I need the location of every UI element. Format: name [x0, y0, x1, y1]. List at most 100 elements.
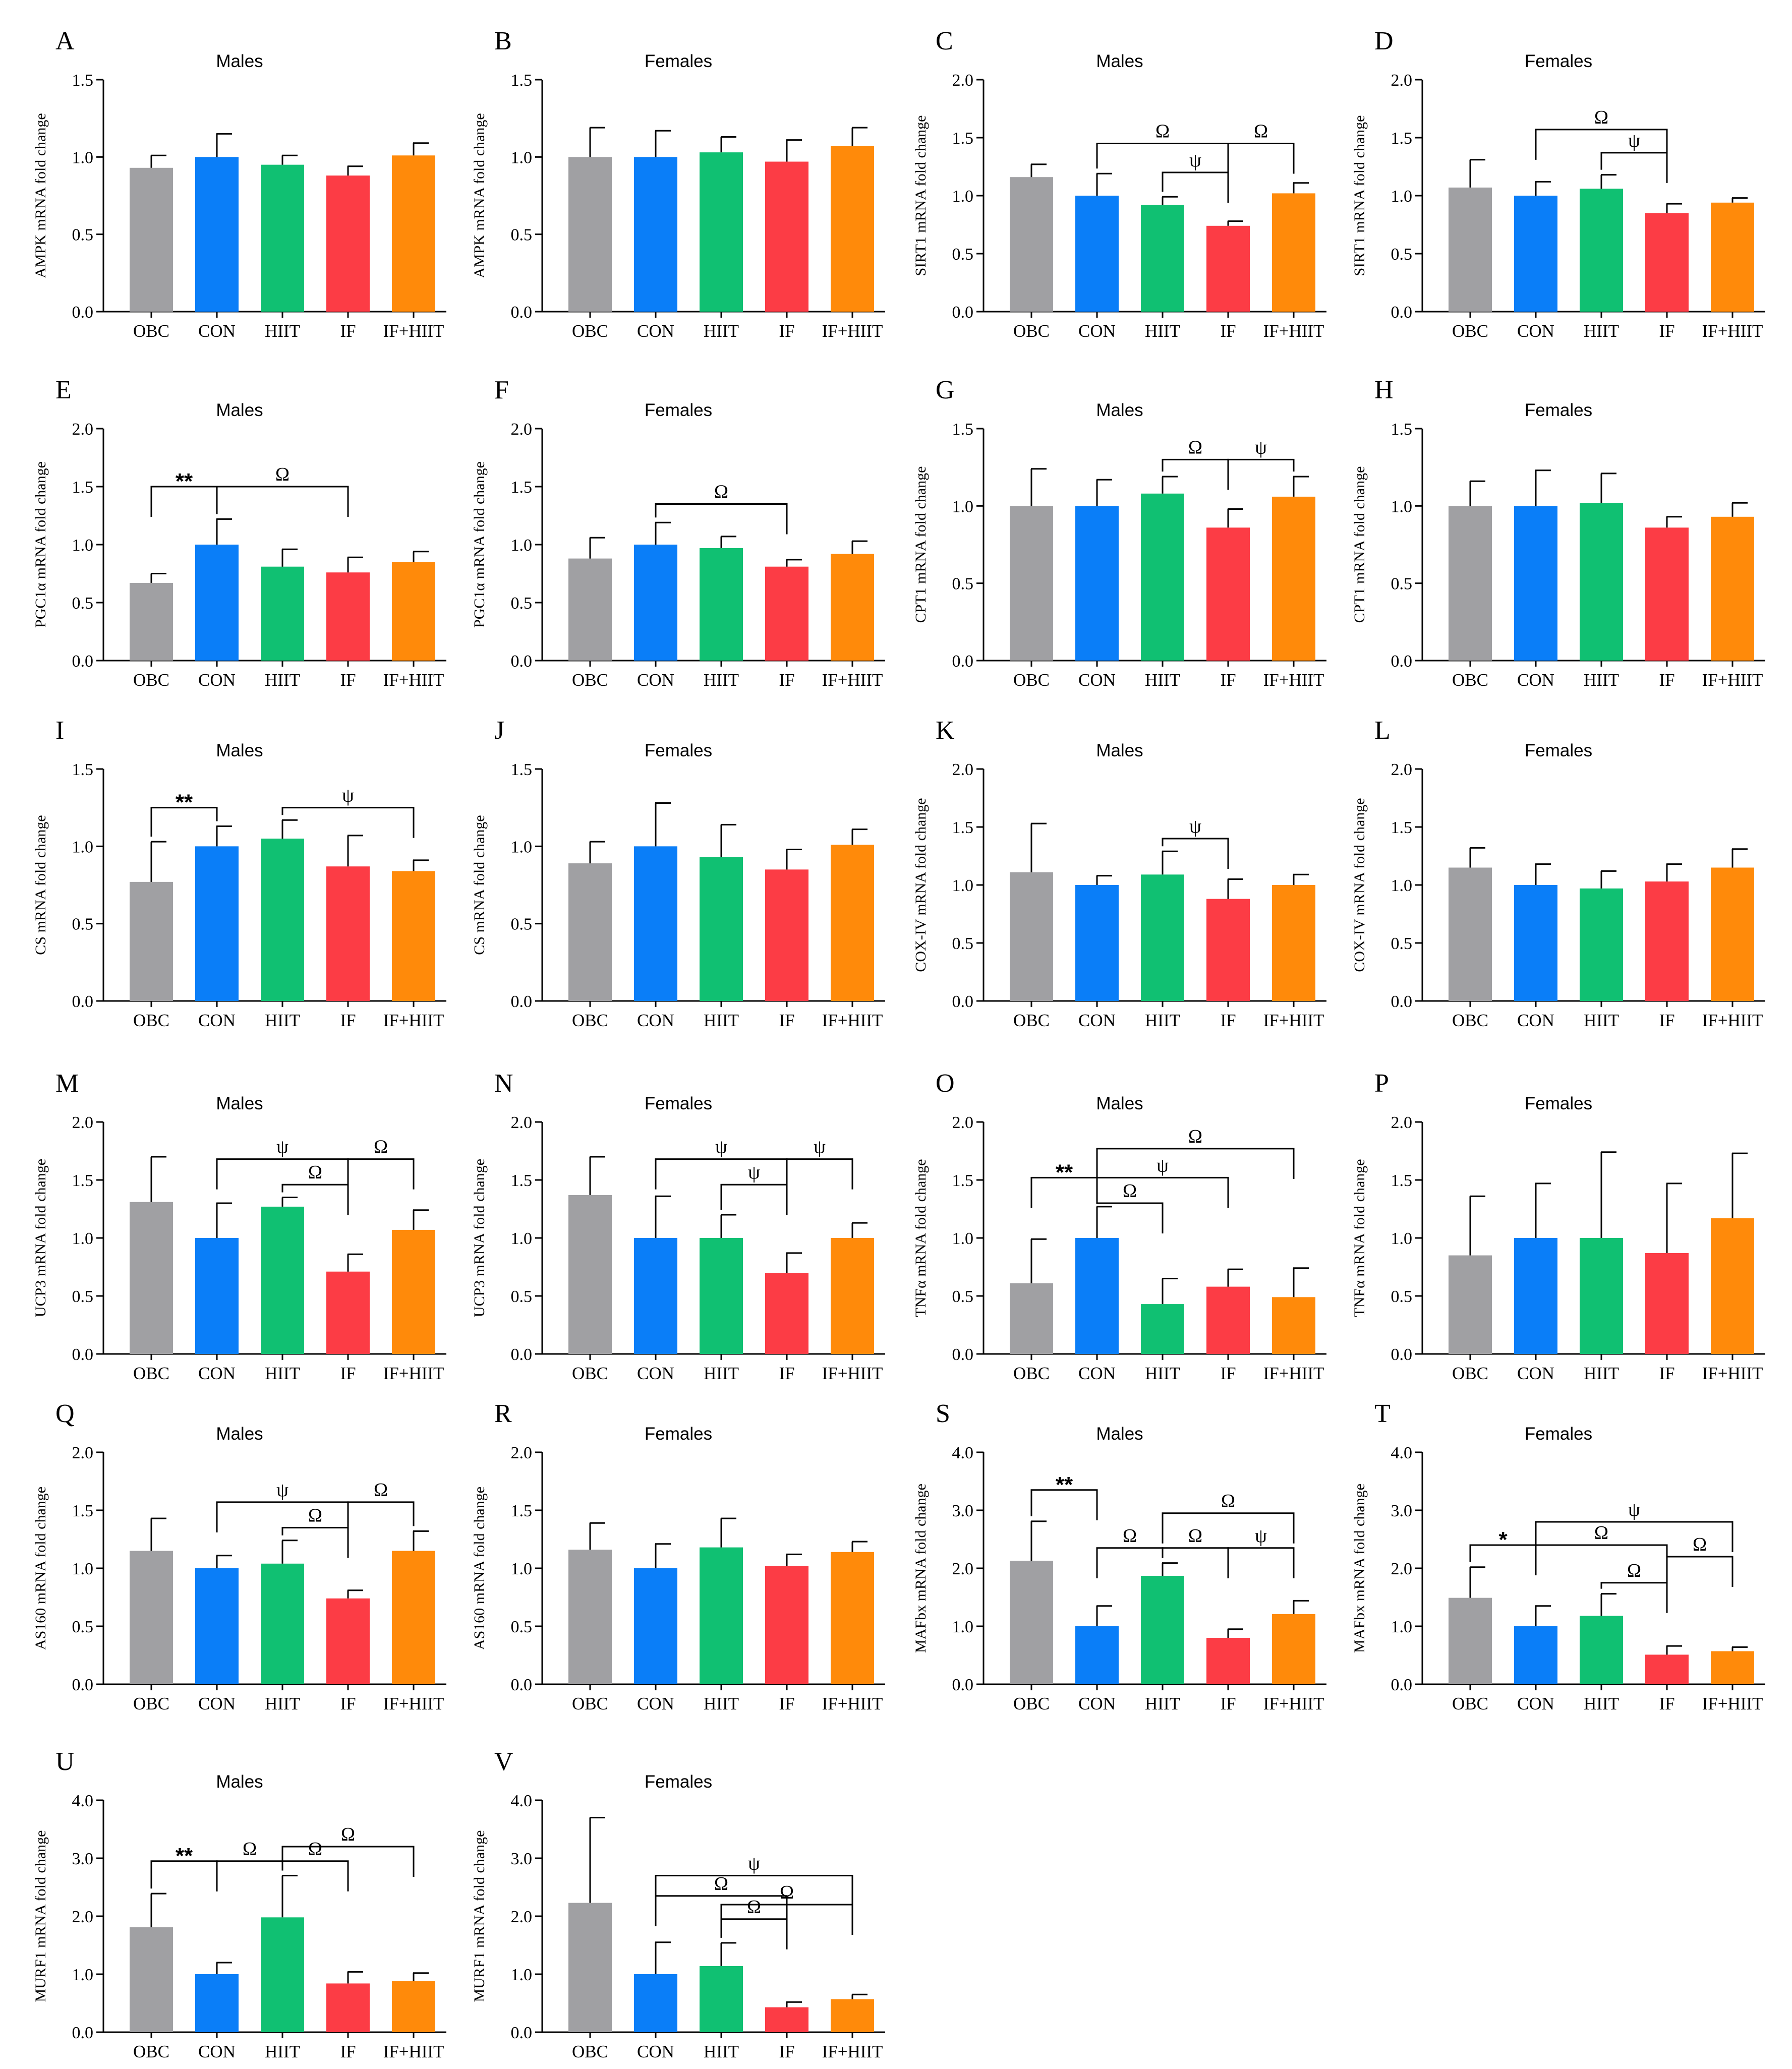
panel-title: Males [1096, 1094, 1143, 1113]
significance-bracket [655, 1895, 788, 1926]
y-tick-label: 0.0 [952, 303, 974, 322]
significance-bracket [1535, 1521, 1733, 1552]
bar-con [1075, 1238, 1119, 1354]
y-tick-label: 2.0 [1391, 760, 1413, 779]
chart-panel-d: D Females SIRT1 mRNA fold change 0.0 0.5 1.0 1… [1351, 27, 1765, 341]
bar-hiit [1580, 503, 1623, 661]
panel-title: Females [645, 1424, 712, 1444]
bar-con [1514, 885, 1557, 1001]
category-label: CON [1517, 1011, 1554, 1030]
bar-if [1206, 225, 1250, 312]
significance-label: Ω [341, 1824, 355, 1845]
error-bar [1535, 1605, 1551, 1626]
error-bar [1227, 878, 1243, 899]
category-label: IF [340, 1694, 356, 1713]
significance-label: ψ [1255, 1525, 1267, 1547]
error-bar [1096, 875, 1112, 885]
y-tick-label: 3.0 [1391, 1502, 1413, 1520]
category-label: CON [198, 321, 236, 341]
significance-label: ψ [1157, 1155, 1169, 1176]
error-bar [413, 142, 429, 156]
error-bar [347, 1589, 363, 1599]
category-label: IF [779, 670, 794, 690]
y-tick-label: 1.0 [72, 148, 94, 167]
y-tick-label: 1.5 [511, 1171, 533, 1190]
chart-panel-b: B Females AMPK mRNA fold change 0.0 0.5 1.0 1.… [471, 27, 885, 341]
significance-label: Ω [374, 1137, 388, 1158]
category-label: HIIT [704, 1011, 739, 1030]
error-bar [413, 551, 429, 562]
category-label: HIIT [265, 2042, 300, 2061]
category-label: IF+HIIT [1263, 1364, 1324, 1383]
y-tick-label: 0.0 [72, 1676, 94, 1694]
error-bar [851, 1541, 868, 1552]
panel-title: Males [1096, 400, 1143, 420]
significance-bracket [281, 1846, 415, 1877]
error-bar [1162, 1278, 1178, 1305]
panel-letter: A [55, 27, 75, 55]
significance-label: Ω [1627, 1560, 1641, 1581]
category-label: IF+HIIT [1702, 1694, 1763, 1713]
category-label: HIIT [704, 670, 739, 690]
panel-letter: J [494, 716, 504, 745]
y-tick-label: 1.5 [952, 420, 974, 439]
category-label: IF+HIIT [1263, 321, 1324, 341]
bar-if [765, 161, 808, 312]
y-tick-label: 2.0 [72, 420, 94, 439]
y-tick-label: 1.5 [72, 1502, 94, 1520]
category-label: OBC [572, 1694, 608, 1713]
y-axis-label: SIRT1 mRNA fold change [912, 115, 929, 276]
error-bar [347, 1971, 363, 1984]
significance-label: Ω [714, 482, 728, 503]
panel-letter: L [1374, 716, 1391, 745]
y-tick-label: 2.0 [511, 1113, 533, 1132]
y-axis-label: CPT1 mRNA fold change [912, 466, 929, 623]
y-tick-label: 1.5 [72, 760, 94, 779]
panel-letter: U [55, 1747, 75, 1776]
category-label: OBC [1013, 1694, 1050, 1713]
y-tick-label: 0.0 [511, 652, 533, 671]
significance-bracket [281, 1860, 349, 1891]
category-label: IF [1220, 1694, 1236, 1713]
category-label: HIIT [704, 1694, 739, 1713]
bar-obc [130, 1927, 173, 2032]
chart-panel-m: M Males UCP3 mRNA fold change 0.0 0.5 1.0 1.5 2… [32, 1069, 446, 1383]
bar-if [765, 566, 808, 661]
panel-title: Females [1525, 1094, 1592, 1113]
panel-title: Females [645, 1094, 712, 1113]
error-bar [1731, 848, 1748, 868]
error-bar [1666, 863, 1682, 882]
category-label: OBC [1013, 1364, 1050, 1383]
y-axis-label: MAFbx mRNA fold change [912, 1484, 929, 1653]
panel-title: Males [216, 51, 263, 71]
error-bar [1469, 1566, 1485, 1598]
bar-hiit [1141, 1575, 1184, 1684]
y-tick-label: 4.0 [72, 1792, 94, 1810]
significance-bracket [281, 1184, 349, 1215]
panel-title: Females [645, 741, 712, 760]
category-label: HIIT [265, 1694, 300, 1713]
y-tick-label: 0.5 [952, 934, 974, 953]
y-tick-label: 0.0 [511, 303, 533, 322]
bar-hiit [1580, 888, 1623, 1001]
y-tick-label: 0.5 [952, 245, 974, 264]
significance-label: ψ [342, 785, 354, 806]
bar-if [1645, 213, 1689, 312]
bar-hiit [1580, 189, 1623, 312]
bar-if [765, 2007, 808, 2032]
bar-if-hiit [392, 562, 435, 661]
significance-bracket [720, 1184, 788, 1215]
bar-obc [130, 1551, 173, 1684]
significance-label: ψ [748, 1162, 760, 1183]
panel-title: Males [1096, 1424, 1143, 1444]
significance-label: ** [176, 469, 193, 494]
y-tick-label: 1.5 [1391, 818, 1413, 837]
bar-hiit [261, 1563, 304, 1684]
category-label: OBC [133, 2042, 169, 2061]
category-label: HIIT [1584, 1694, 1619, 1713]
bar-if [326, 572, 370, 661]
bar-hiit [1141, 493, 1184, 661]
bar-hiit [700, 548, 743, 661]
bar-con [1075, 196, 1119, 312]
error-bar [347, 835, 363, 867]
